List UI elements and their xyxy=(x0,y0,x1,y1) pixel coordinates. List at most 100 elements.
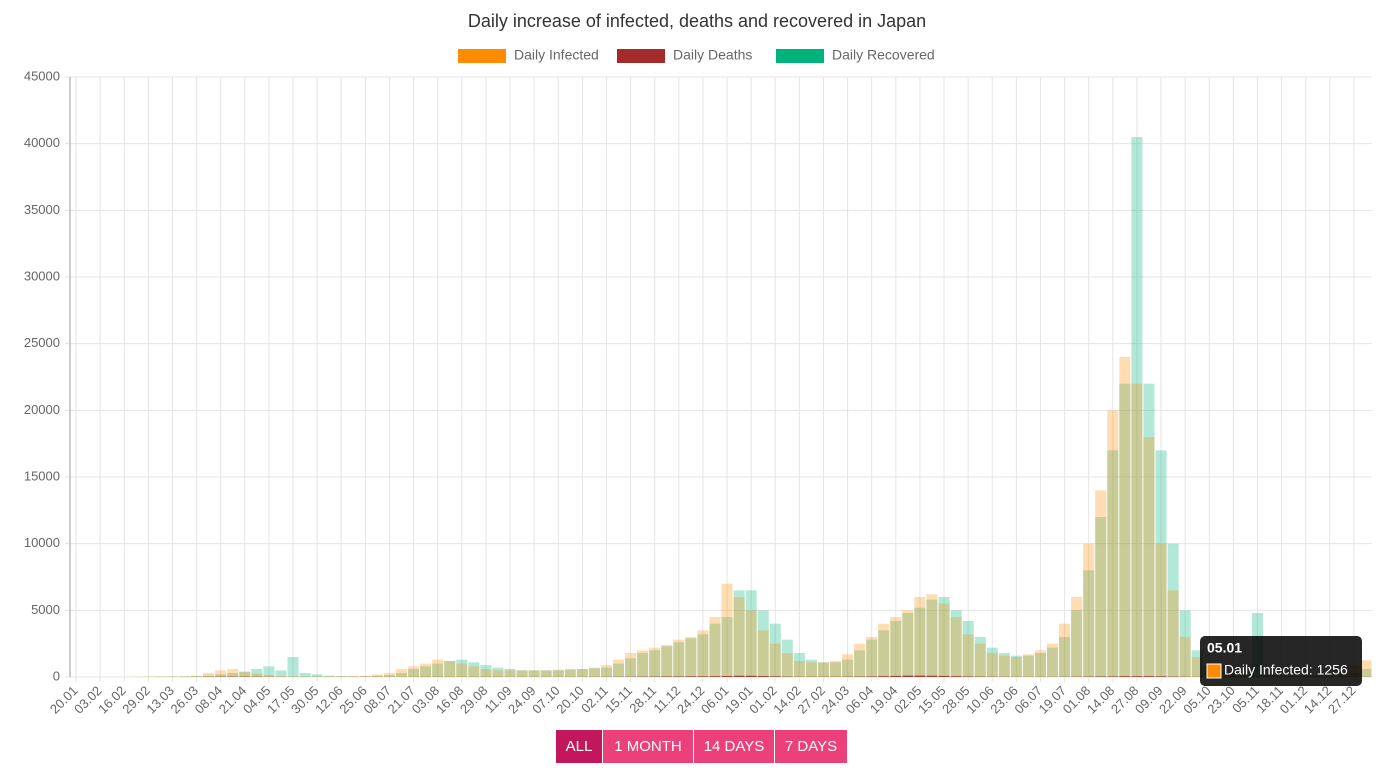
bar xyxy=(661,646,673,677)
bar xyxy=(962,634,974,677)
button-label[interactable]: 14 DAYS xyxy=(704,738,765,755)
bar xyxy=(709,676,721,677)
bar xyxy=(745,590,757,677)
bar xyxy=(697,630,709,677)
bar xyxy=(1179,610,1191,677)
bar xyxy=(1191,657,1203,677)
bar xyxy=(227,673,239,677)
bar xyxy=(564,669,576,677)
bar xyxy=(757,610,769,677)
tooltip-box xyxy=(1200,636,1362,686)
y-tick-label: 40000 xyxy=(24,135,60,150)
bar xyxy=(588,668,600,677)
button-label[interactable]: ALL xyxy=(566,738,593,755)
button[interactable] xyxy=(603,730,693,763)
bar xyxy=(383,673,395,677)
bar xyxy=(721,676,733,677)
bar xyxy=(1360,669,1372,677)
bar xyxy=(420,666,432,677)
bar xyxy=(950,617,962,677)
x-tick-label: 27.12 xyxy=(1325,683,1359,717)
bar xyxy=(1143,676,1155,677)
bar xyxy=(1119,357,1131,677)
bar xyxy=(191,676,203,677)
bar xyxy=(383,675,395,677)
y-tick-label: 30000 xyxy=(24,268,60,283)
bar xyxy=(275,670,287,677)
legend-swatch xyxy=(776,49,824,63)
bar xyxy=(637,650,649,677)
bar xyxy=(335,676,347,677)
bar xyxy=(528,670,540,677)
bar xyxy=(251,669,263,677)
bar xyxy=(950,676,962,677)
bar xyxy=(697,676,709,677)
button-label[interactable]: 7 DAYS xyxy=(785,738,837,755)
bar xyxy=(504,670,516,677)
bar xyxy=(1167,543,1179,677)
bar xyxy=(902,675,914,677)
bar xyxy=(1010,655,1022,677)
button[interactable] xyxy=(556,730,602,763)
bar xyxy=(1143,437,1155,677)
bar xyxy=(625,653,637,677)
bar xyxy=(420,663,432,677)
button-label[interactable]: 1 MONTH xyxy=(614,738,682,755)
bar xyxy=(866,676,878,677)
bar xyxy=(890,675,902,677)
bar xyxy=(528,670,540,677)
bar xyxy=(926,594,938,677)
bar xyxy=(1022,654,1034,677)
legend-label: Daily Recovered xyxy=(832,47,935,63)
bar xyxy=(1131,383,1143,677)
bar xyxy=(673,642,685,677)
bar xyxy=(685,638,697,677)
bar xyxy=(938,603,950,677)
bar xyxy=(408,669,420,677)
x-tick-label: 20.10 xyxy=(553,683,587,717)
bar xyxy=(890,617,902,677)
bar xyxy=(902,610,914,677)
bar xyxy=(805,659,817,677)
bar xyxy=(203,673,215,677)
bar xyxy=(456,663,468,677)
y-tick-label: 5000 xyxy=(31,602,60,617)
bar xyxy=(371,674,383,677)
bar xyxy=(456,659,468,677)
bar xyxy=(166,676,178,677)
bar xyxy=(311,676,323,677)
bar xyxy=(1010,657,1022,677)
button[interactable] xyxy=(694,730,774,763)
bar xyxy=(962,676,974,677)
bar xyxy=(914,607,926,677)
bar xyxy=(576,669,588,677)
tooltip-title: 05.01 xyxy=(1207,640,1242,656)
bar xyxy=(625,658,637,677)
bar xyxy=(287,676,299,677)
bar xyxy=(347,676,359,677)
bar xyxy=(793,661,805,677)
bar xyxy=(1131,676,1143,677)
bar xyxy=(974,637,986,677)
bar xyxy=(179,676,191,677)
bar xyxy=(866,639,878,677)
bar xyxy=(1059,637,1071,677)
button[interactable] xyxy=(775,730,847,763)
bar xyxy=(613,659,625,677)
bar xyxy=(540,670,552,677)
bar xyxy=(733,675,745,677)
bar xyxy=(769,676,781,677)
bar xyxy=(516,670,528,677)
bar xyxy=(709,623,721,677)
bar xyxy=(275,676,287,677)
bar xyxy=(769,623,781,677)
bar xyxy=(1047,647,1059,677)
bar xyxy=(1107,450,1119,677)
bar xyxy=(1107,410,1119,677)
bar xyxy=(468,662,480,677)
bar xyxy=(1155,543,1167,677)
bar xyxy=(552,669,564,677)
bar xyxy=(1155,450,1167,677)
bar xyxy=(649,647,661,677)
